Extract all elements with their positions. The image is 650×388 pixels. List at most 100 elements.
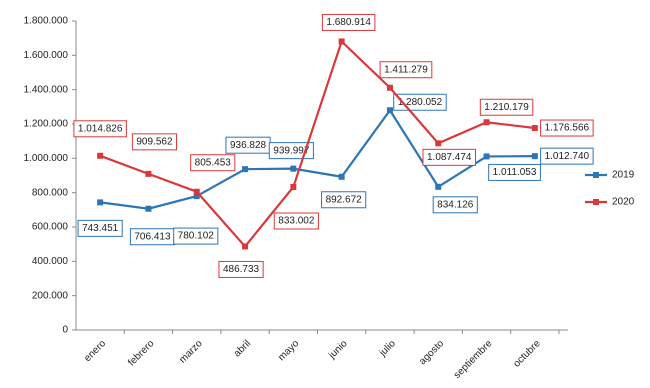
y-tick-label: 1.600.000	[24, 50, 69, 61]
label-border	[488, 163, 541, 181]
x-tick-label: enero	[82, 338, 108, 364]
series-line	[99, 39, 535, 249]
x-tick-label: junio	[326, 338, 350, 362]
point	[193, 193, 200, 200]
point	[242, 166, 249, 173]
value-label-box: 909.562	[131, 133, 178, 151]
value-label: 1.014.826	[78, 123, 123, 134]
x-tick-label: abril	[232, 338, 253, 359]
x-tick-label: febrero	[126, 338, 156, 368]
point	[145, 170, 152, 177]
point	[145, 205, 152, 212]
value-label-box: 1.176.566	[540, 119, 594, 137]
value-label: 936.828	[230, 140, 267, 151]
value-label: 805.453	[195, 157, 232, 168]
point	[531, 153, 538, 160]
label-border	[273, 212, 319, 230]
value-label: 939.997	[273, 145, 310, 156]
value-label-box: 1.014.826	[73, 120, 127, 138]
value-label-box: 1.411.279	[379, 61, 433, 79]
value-label: 1.680.914	[326, 17, 371, 28]
value-label: 780.102	[178, 231, 215, 242]
value-label-box: 1.012.740	[540, 147, 594, 165]
value-label: 706.413	[134, 231, 171, 242]
x-tick-label: julio	[377, 338, 398, 359]
value-label: 743.451	[82, 223, 119, 234]
label-border	[540, 119, 594, 137]
label-border	[422, 148, 476, 166]
legend-marker	[593, 199, 599, 205]
value-label: 833.002	[278, 216, 315, 227]
value-label: 892.672	[326, 194, 363, 205]
label-border	[321, 191, 367, 209]
point	[483, 119, 490, 126]
y-tick-label: 600.000	[32, 222, 69, 233]
value-label-box: 1.011.053	[488, 163, 541, 181]
point	[338, 38, 345, 45]
value-label-box: 805.453	[190, 154, 236, 172]
x-tick-label: septiembre	[452, 338, 495, 381]
value-label: 486.733	[223, 264, 260, 275]
value-label-box: 1.087.474	[422, 148, 476, 166]
y-tick-label: 0	[62, 325, 68, 336]
label-border	[321, 13, 376, 31]
value-label: 834.126	[437, 199, 474, 210]
label-border	[432, 196, 478, 214]
value-label-box: 892.672	[321, 191, 367, 209]
value-label-box: 743.451	[77, 219, 123, 237]
point	[290, 165, 297, 172]
point	[290, 184, 297, 191]
y-tick-label: 1.400.000	[24, 84, 69, 95]
legend-label: 2019	[612, 170, 635, 181]
label-border	[540, 147, 594, 165]
series-line	[100, 108, 535, 210]
label-border	[268, 142, 314, 160]
point	[386, 107, 393, 114]
point	[338, 173, 345, 180]
value-label-box: 486.733	[218, 260, 264, 278]
label-border	[131, 133, 178, 151]
label-border	[73, 120, 127, 138]
label-border	[379, 61, 433, 79]
label-border	[190, 154, 236, 172]
value-label: 1.210.179	[484, 102, 529, 113]
point	[483, 153, 490, 160]
x-tick-label: agosto	[417, 338, 446, 367]
y-tick-label: 1.200.000	[24, 119, 69, 130]
label-border	[77, 219, 123, 237]
label-border	[173, 227, 219, 245]
value-label-box: 939.997	[268, 142, 314, 160]
value-label-box: 936.828	[225, 136, 271, 154]
point	[531, 125, 538, 132]
y-tick-label: 1.800.000	[24, 16, 69, 27]
value-label: 1.176.566	[545, 123, 590, 134]
y-tick-label: 1.000.000	[24, 153, 69, 164]
legend-marker	[593, 172, 599, 178]
value-label: 1.087.474	[427, 152, 472, 163]
value-label: 909.562	[136, 136, 173, 147]
label-border	[218, 260, 264, 278]
value-label: 1.280.052	[398, 97, 443, 108]
x-tick-label: marzo	[177, 338, 205, 366]
value-label: 1.011.053	[493, 167, 537, 178]
point	[386, 84, 393, 91]
value-label: 1.411.279	[384, 64, 428, 75]
y-tick-label: 800.000	[32, 187, 69, 198]
value-label: 1.012.740	[545, 151, 590, 162]
point	[193, 188, 200, 195]
y-tick-label: 400.000	[32, 256, 69, 267]
x-tick-label: mayo	[276, 338, 301, 363]
point	[97, 199, 104, 206]
value-label-box: 1.210.179	[479, 98, 534, 116]
value-label-box: 834.126	[432, 196, 478, 214]
y-tick-label: 200.000	[32, 290, 69, 301]
point	[242, 243, 249, 250]
point	[435, 140, 442, 147]
point	[435, 183, 442, 190]
value-label-box: 833.002	[273, 212, 319, 230]
value-label-box: 706.413	[129, 228, 176, 246]
legend-label: 2020	[612, 197, 635, 208]
value-label-box: 780.102	[173, 227, 219, 245]
point	[97, 152, 104, 159]
